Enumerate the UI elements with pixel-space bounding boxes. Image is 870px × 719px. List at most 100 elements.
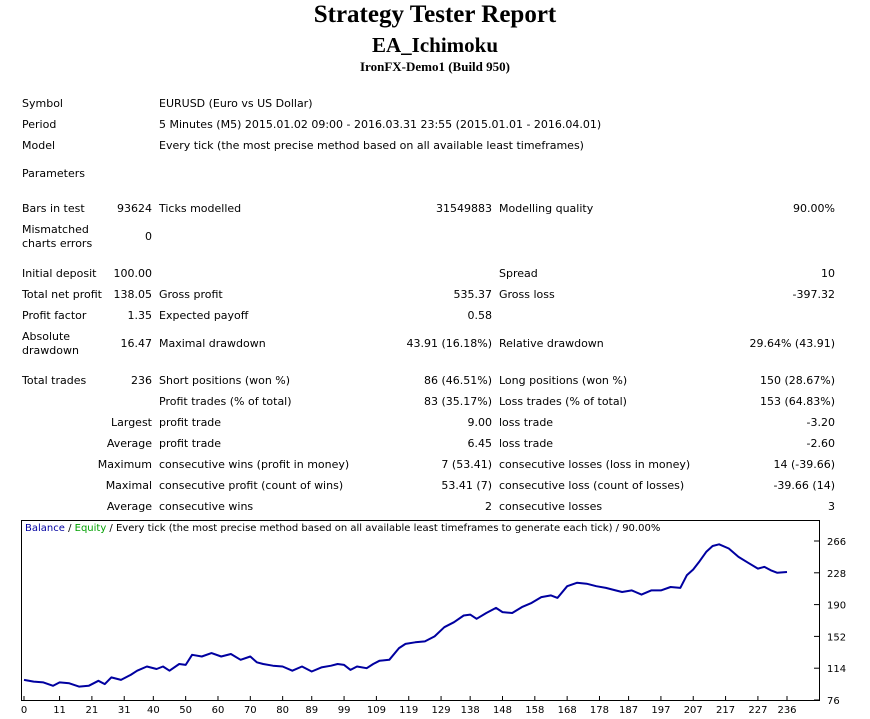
quality-label: Modelling quality: [499, 202, 594, 215]
maximum-label: Maximum: [97, 458, 152, 471]
period-label: Period: [22, 118, 57, 131]
x-tick-label: 187: [619, 705, 638, 715]
largest-profit-label: profit trade: [159, 416, 222, 429]
grossprofit-label: Gross profit: [159, 288, 223, 301]
y-tick-label: 228: [827, 569, 846, 580]
period-value: 5 Minutes (M5) 2015.01.02 09:00 - 2016.0…: [159, 118, 602, 131]
largest-profit-value: 9.00: [467, 416, 493, 429]
average-loss-label: loss trade: [499, 437, 554, 450]
y-tick-label: 114: [827, 664, 846, 675]
avgc-wins-value: 2: [485, 500, 492, 513]
x-tick-label: 109: [367, 705, 386, 715]
x-tick-label: 21: [86, 705, 99, 715]
x-tick-label: 236: [777, 705, 796, 715]
deposit-value: 100.00: [113, 267, 153, 280]
netprofit-value: 138.05: [113, 288, 153, 301]
avgc-losses-value: 3: [828, 500, 835, 513]
largest-loss-label: loss trade: [499, 416, 554, 429]
report-title: Strategy Tester Report: [313, 1, 557, 28]
x-tick-label: 50: [179, 705, 192, 715]
ptrades-label: Profit trades (% of total): [159, 395, 292, 408]
x-tick-label: 158: [525, 705, 544, 715]
max-wins-value: 7 (53.41): [441, 458, 492, 471]
quality-value: 90.00%: [793, 202, 835, 215]
chart-svg: 76 114 152 190 228 266 0 11 21 31 40 50 60 70 80 89 99 10…: [21, 537, 846, 715]
average-loss-value: -2.60: [806, 437, 835, 450]
largest-loss-value: -3.20: [806, 416, 835, 429]
x-tick-label: 99: [338, 705, 351, 715]
payoff-value: 0.58: [467, 309, 493, 322]
maxl-profit-value: 53.41 (7): [441, 479, 492, 492]
ptrades-value: 83 (35.17%): [423, 395, 492, 408]
spread-label: Spread: [499, 267, 538, 280]
y-tick-label: 152: [827, 632, 846, 643]
trades-label: Total trades: [22, 374, 87, 387]
x-tick-label: 148: [493, 705, 512, 715]
x-tick-label: 89: [305, 705, 318, 715]
x-tick-label: 40: [147, 705, 160, 715]
average-label: Average: [106, 437, 152, 450]
x-tick-label: 129: [432, 705, 451, 715]
absdd-value: 16.47: [120, 337, 153, 350]
mismatch-label-2: charts errors: [22, 237, 93, 250]
x-tick-label: 178: [590, 705, 609, 715]
series-line-balance: [23, 543, 788, 688]
x-tick-label: 138: [461, 705, 480, 715]
y-tick-label: 266: [827, 537, 846, 548]
x-tick-label: 197: [651, 705, 670, 715]
reldd-label: Relative drawdown: [499, 337, 604, 350]
symbol-value: EURUSD (Euro vs US Dollar): [159, 97, 313, 110]
ticks-label: Ticks modelled: [159, 202, 242, 215]
balance-chart: 76 114 152 190 228 266 0 11 21 31 40 50 60 70 80 89 99 10…: [21, 520, 850, 715]
symbol-label: Symbol: [22, 97, 63, 110]
grossloss-label: Gross loss: [499, 288, 555, 301]
grossprofit-value: 535.37: [453, 288, 493, 301]
long-value: 150 (28.67%): [759, 374, 835, 387]
mismatch-value: 0: [145, 230, 152, 243]
deposit-label: Initial deposit: [22, 267, 97, 280]
pf-value: 1.35: [127, 309, 153, 322]
legend-equity: Equity: [74, 523, 107, 534]
legend-rest: / Every tick (the most precise method ba…: [106, 523, 661, 534]
average-profit-value: 6.45: [467, 437, 493, 450]
absdd-label-2: drawdown: [22, 344, 79, 357]
x-tick-label: 60: [212, 705, 225, 715]
bars-value: 93624: [117, 202, 152, 215]
x-tick-label: 0: [21, 705, 27, 715]
chart-legend: Balance / Equity / Every tick (the most …: [25, 523, 660, 535]
short-value: 86 (46.51%): [423, 374, 492, 387]
maximal-label: Maximal: [105, 479, 152, 492]
x-tick-label: 11: [53, 705, 66, 715]
ticks-value: 31549883: [436, 202, 492, 215]
avgc-label: Average: [106, 500, 152, 513]
ltrades-label: Loss trades (% of total): [499, 395, 627, 408]
reldd-value: 29.64% (43.91): [749, 337, 835, 350]
x-tick-label: 70: [244, 705, 257, 715]
short-label: Short positions (won %): [159, 374, 291, 387]
ea-name: EA_Ichimoku: [371, 33, 499, 57]
mismatch-label: Mismatched: [22, 223, 89, 236]
x-tick-label: 119: [399, 705, 418, 715]
ltrades-value: 153 (64.83%): [759, 395, 835, 408]
legend-sep: /: [64, 523, 75, 534]
avgc-wins-label: consecutive wins: [159, 500, 254, 513]
spread-value: 10: [821, 267, 835, 280]
bars-label: Bars in test: [22, 202, 85, 215]
maxdd-label: Maximal drawdown: [159, 337, 266, 350]
x-tick-label: 31: [118, 705, 131, 715]
maxdd-value: 43.91 (16.18%): [406, 337, 492, 350]
x-tick-label: 227: [748, 705, 767, 715]
chart-frame: [21, 520, 820, 701]
x-tick-label: 168: [558, 705, 577, 715]
legend-balance: Balance: [25, 523, 65, 534]
x-tick-label: 80: [276, 705, 289, 715]
maxl-loss-value: -39.66 (14): [773, 479, 835, 492]
model-value: Every tick (the most precise method base…: [159, 139, 584, 152]
pf-label: Profit factor: [22, 309, 87, 322]
max-losses-label: consecutive losses (loss in money): [499, 458, 691, 471]
grossloss-value: -397.32: [792, 288, 835, 301]
average-profit-label: profit trade: [159, 437, 222, 450]
avgc-losses-label: consecutive losses: [499, 500, 603, 513]
x-tick-label: 217: [716, 705, 735, 715]
y-tick-label: 190: [827, 601, 846, 612]
